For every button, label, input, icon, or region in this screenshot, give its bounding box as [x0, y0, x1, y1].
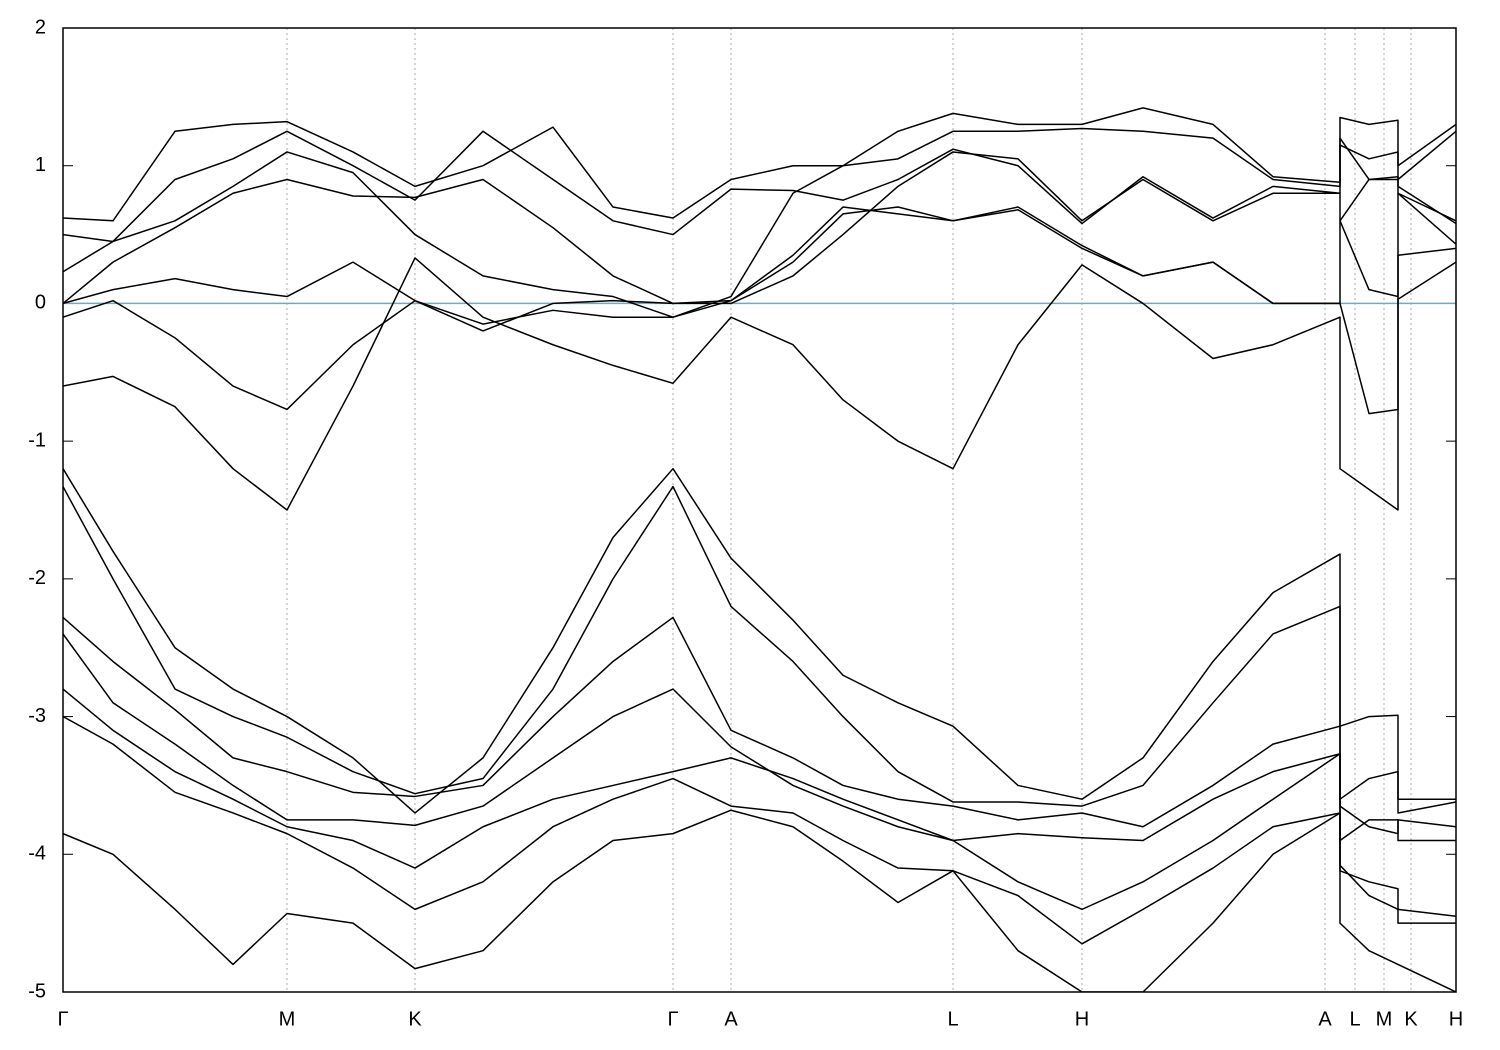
y-tick-label: 0 — [35, 292, 46, 314]
x-tick-label: Γ — [57, 1008, 68, 1030]
x-tick-label: Γ — [667, 1008, 678, 1030]
y-tick-label: 2 — [35, 16, 46, 38]
plot-frame — [62, 27, 1457, 993]
band — [63, 130, 1456, 243]
band — [63, 175, 1456, 305]
x-tick-label: H — [1449, 1008, 1463, 1030]
band — [63, 616, 1456, 835]
x-tick-label: K — [408, 1008, 422, 1030]
band — [63, 107, 1456, 222]
x-tick-label: A — [1318, 1008, 1332, 1030]
y-tick-label: -3 — [28, 705, 46, 727]
band — [63, 809, 1456, 992]
bands — [63, 107, 1456, 992]
x-tick-label: H — [1075, 1008, 1089, 1030]
y-tick-label: -2 — [28, 567, 46, 589]
band — [63, 151, 1456, 332]
band — [63, 257, 1456, 511]
band — [63, 127, 1456, 318]
band — [63, 206, 1456, 415]
band — [63, 715, 1456, 945]
x-tick-label: L — [1349, 1008, 1360, 1030]
x-tick-label: L — [947, 1008, 958, 1030]
x-tick-label: A — [724, 1008, 738, 1030]
y-tick-label: -4 — [28, 843, 46, 865]
x-tick-label: M — [1376, 1008, 1393, 1030]
x-tick-label: K — [1404, 1008, 1418, 1030]
y-tick-label: -5 — [28, 980, 46, 1002]
y-tick-label: -1 — [28, 429, 46, 451]
x-tick-label: M — [279, 1008, 296, 1030]
y-tick-label: 1 — [35, 154, 46, 176]
band — [63, 688, 1456, 918]
